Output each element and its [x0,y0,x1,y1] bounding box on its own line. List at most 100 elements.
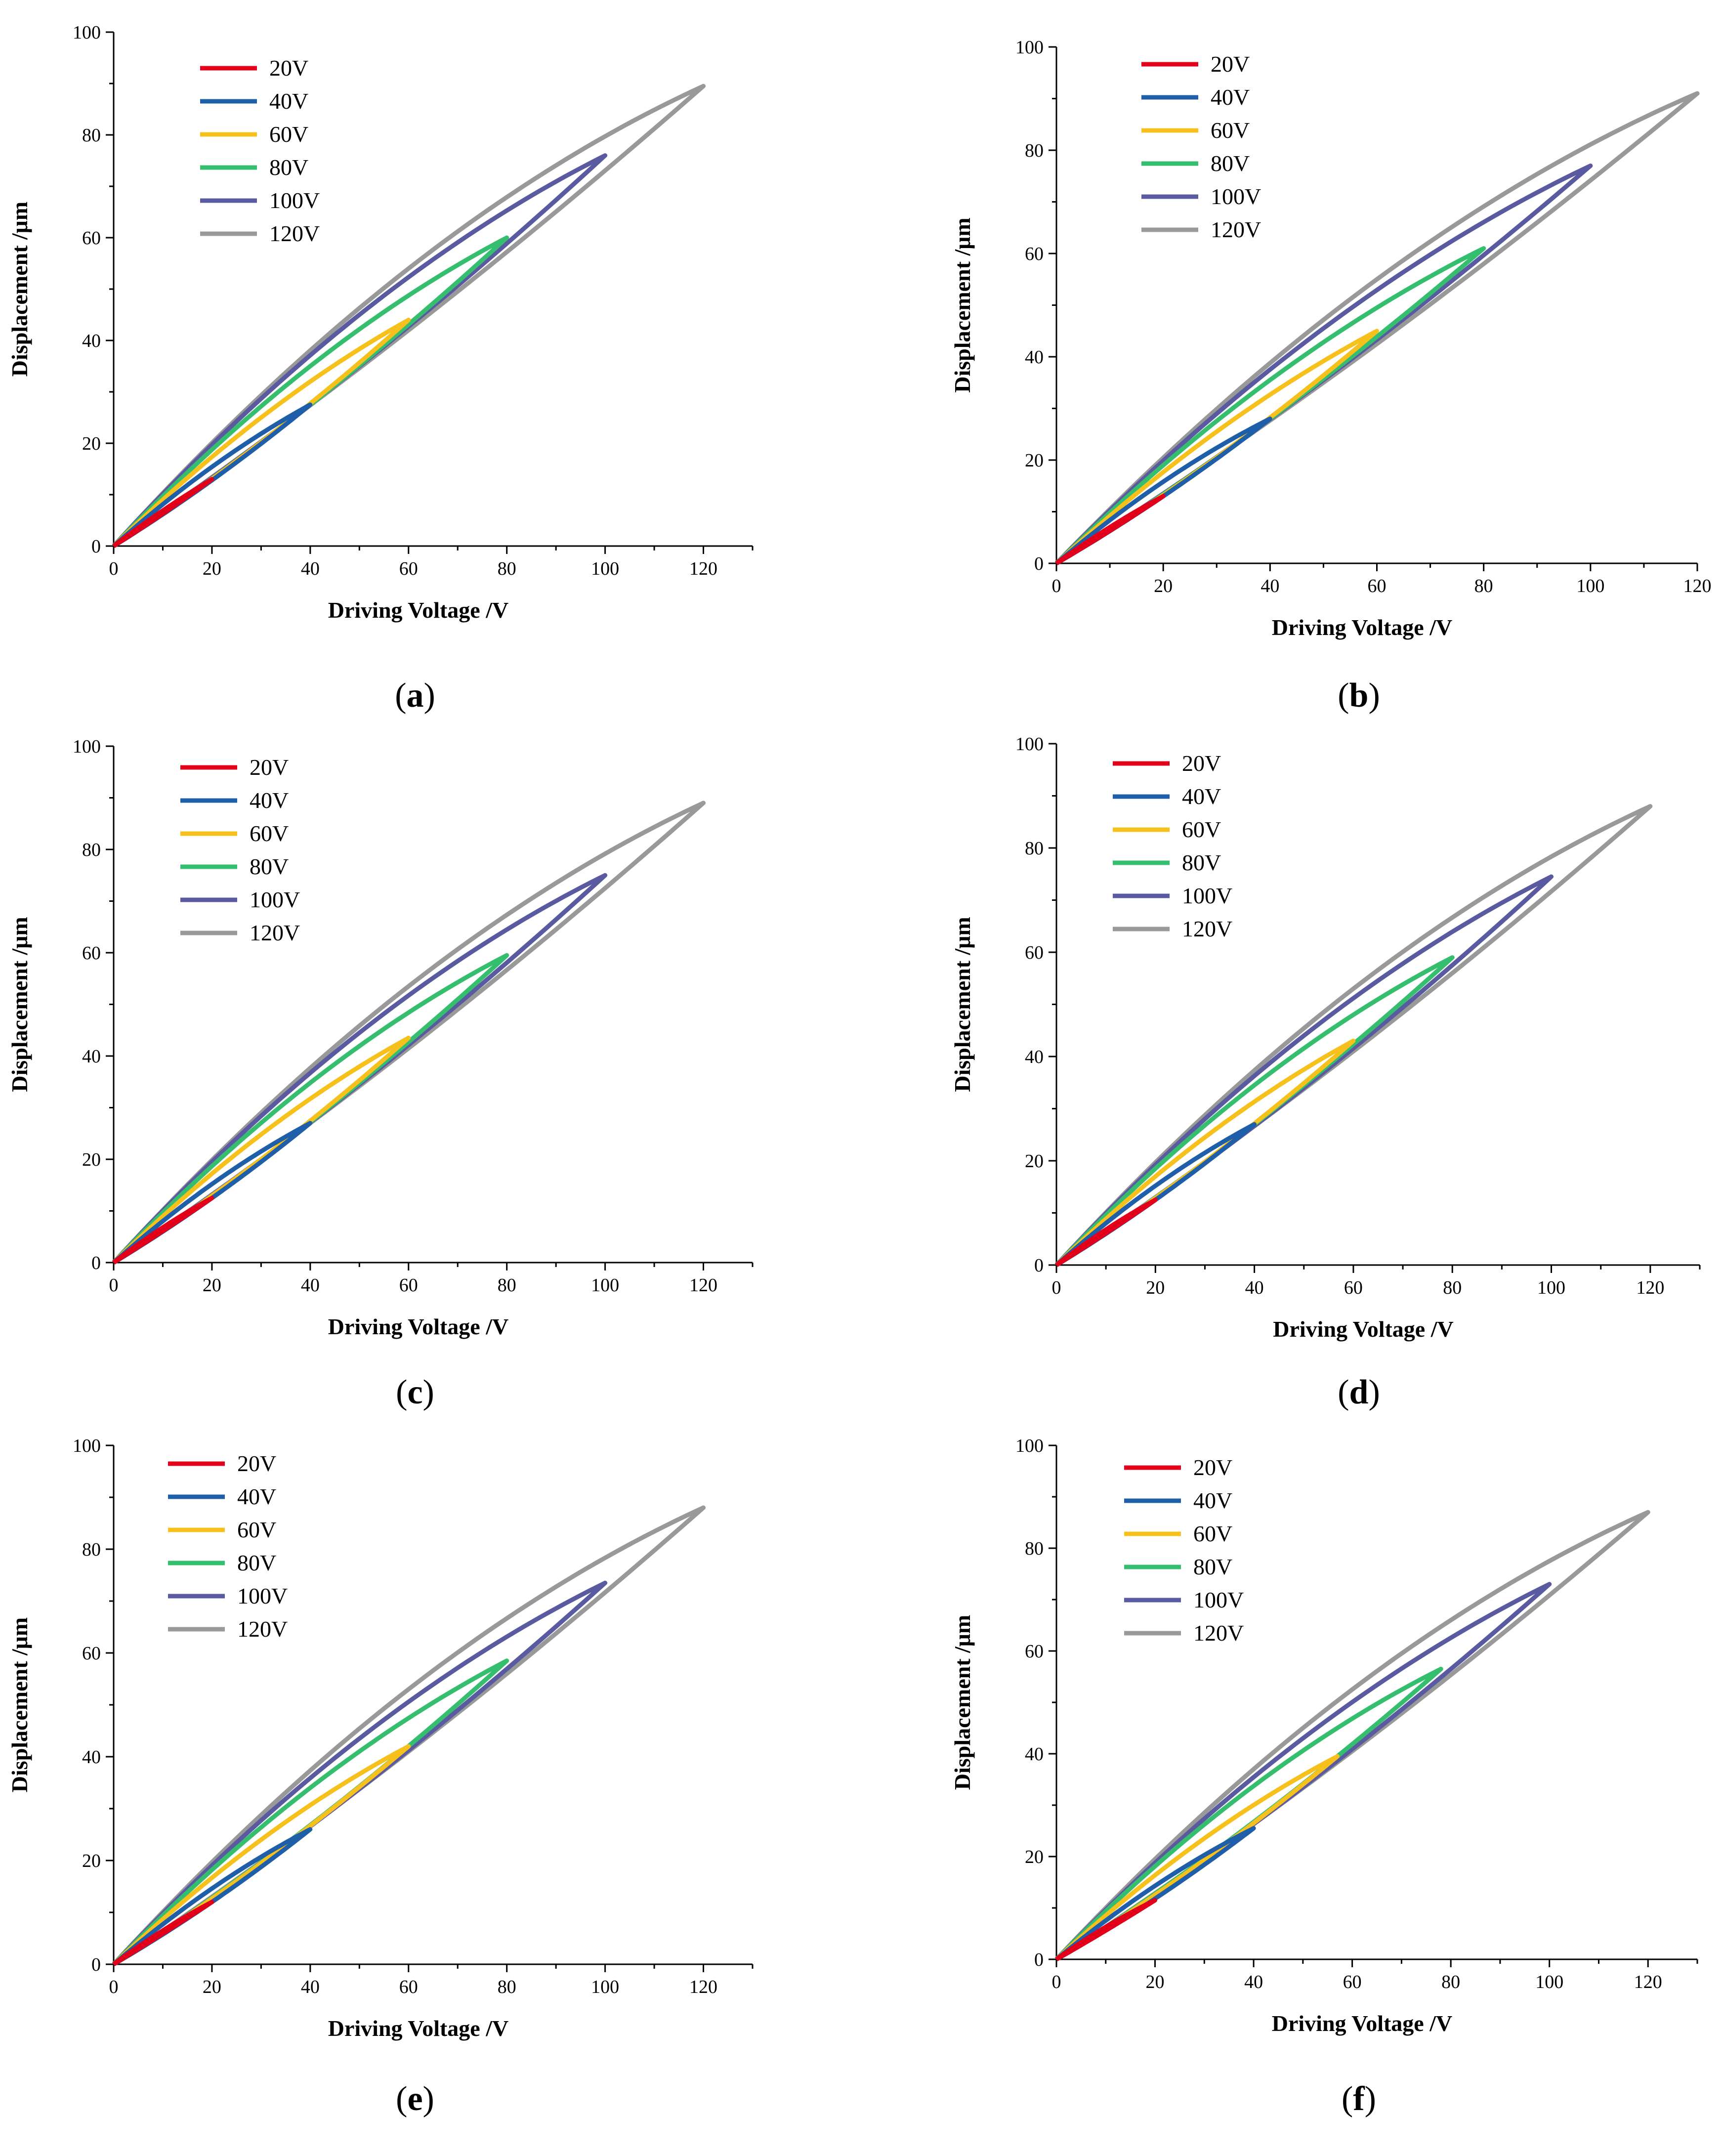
legend-label: 100V [1182,883,1232,908]
x-tick-label: 120 [1634,1972,1662,1992]
y-tick-label: 20 [1025,1151,1044,1172]
chart-panel-4: 0 20 40 60 80 100 120 0 20 40 60 80 100 Driving Volta… [950,734,1701,1411]
legend-label: 120V [269,221,320,246]
legend-label: 80V [1182,850,1221,875]
series-line-20V [112,477,214,548]
y-tick-label: 80 [82,1539,101,1560]
y-tick-label: 0 [91,536,101,557]
x-tick-label: 100 [1535,1972,1563,1992]
legend-label: 120V [1211,217,1261,242]
x-tick-label: 80 [498,1977,516,1997]
y-tick-label: 100 [1015,734,1044,755]
x-tick-label: 100 [1537,1277,1565,1298]
y-tick-label: 0 [1034,1255,1044,1276]
legend-label: 120V [250,920,300,945]
x-tick-label: 0 [1052,576,1061,596]
series-line-20V [1055,1197,1158,1267]
x-axis-title: Driving Voltage /V [1273,1316,1453,1342]
y-tick-label: 40 [82,331,101,351]
y-tick-label: 40 [1025,1744,1044,1765]
y-tick-label: 40 [82,1747,101,1768]
legend-label: 60V [250,821,289,846]
y-tick-label: 60 [1025,942,1044,963]
legend-label: 60V [269,122,308,147]
x-tick-label: 20 [1154,576,1173,596]
legend-label: 120V [1193,1620,1244,1646]
y-axis-title: Displacement /μm [7,917,32,1092]
x-axis-title: Driving Voltage /V [328,597,508,623]
x-tick-label: 100 [591,1977,619,1997]
x-tick-label: 0 [1052,1972,1061,1992]
series-line-120V [112,84,706,548]
legend-label: 80V [269,155,308,180]
y-axis-title: Displacement /μm [7,1617,32,1792]
x-tick-label: 120 [1683,576,1712,596]
y-tick-label: 0 [91,1253,101,1273]
legend-label: 20V [1211,51,1250,77]
y-tick-label: 0 [1034,553,1044,574]
x-tick-label: 40 [301,558,320,579]
panel-label: (d) [1338,1373,1380,1411]
series-line-60V [1054,1754,1340,1961]
y-axis-title: Displacement /μm [950,1615,975,1790]
series-line-20V [1055,1898,1157,1961]
y-tick-label: 60 [82,1643,101,1664]
x-axis-title: Driving Voltage /V [1272,2011,1452,2036]
y-tick-label: 100 [1015,1436,1044,1456]
panel-label: (f) [1342,2080,1376,2118]
x-tick-label: 0 [109,1977,119,1997]
legend-label: 80V [1193,1554,1232,1579]
x-tick-label: 60 [1343,1972,1362,1992]
legend-label: 40V [1182,784,1221,809]
y-tick-label: 100 [73,1436,101,1456]
legend-label: 40V [250,788,289,813]
legend-label: 100V [250,887,300,912]
y-tick-label: 80 [82,840,101,860]
legend-label: 20V [1193,1455,1232,1480]
x-tick-label: 0 [1052,1277,1061,1298]
x-tick-label: 40 [1261,576,1279,596]
y-tick-label: 0 [1034,1949,1044,1970]
y-tick-label: 20 [82,433,101,454]
legend-label: 20V [1182,751,1221,776]
x-tick-label: 80 [1443,1277,1462,1298]
x-tick-label: 20 [203,1977,221,1997]
x-tick-label: 60 [1344,1277,1363,1298]
x-tick-label: 0 [109,1275,119,1296]
y-tick-label: 100 [1015,37,1044,58]
x-tick-label: 40 [301,1977,320,1997]
chart-panel-3: 0 20 40 60 80 100 120 0 20 40 60 80 100 Driving Volta… [7,736,754,1411]
x-tick-label: 60 [399,1977,418,1997]
y-tick-label: 80 [1025,140,1044,161]
x-tick-label: 120 [689,1275,717,1296]
legend-label: 60V [1211,118,1250,143]
legend-label: 60V [1193,1521,1232,1546]
series-line-20V [1055,494,1166,565]
x-tick-label: 40 [1245,1277,1264,1298]
x-tick-label: 20 [203,558,221,579]
legend-label: 40V [1193,1488,1232,1513]
legend-label: 100V [269,188,320,213]
series-line-80V [1054,246,1486,565]
legend-label: 120V [237,1616,288,1642]
x-tick-label: 40 [301,1275,320,1296]
x-tick-label: 120 [689,1977,717,1997]
legend-label: 100V [1211,184,1261,209]
series-line-80V [1054,955,1455,1267]
y-axis-title: Displacement /μm [7,202,32,377]
y-axis-title: Displacement /μm [950,917,975,1092]
legend-label: 40V [1211,85,1250,110]
legend-label: 60V [237,1517,276,1542]
x-tick-label: 0 [109,558,119,579]
legend-label: 120V [1182,916,1232,941]
chart-panel-5: 0 20 40 60 80 100 120 0 20 40 60 80 100 Driving Volta… [7,1436,754,2118]
y-tick-label: 0 [91,1954,101,1975]
x-axis-title: Driving Voltage /V [1272,615,1452,640]
x-tick-label: 100 [1576,576,1604,596]
series-line-80V [112,235,509,548]
y-tick-label: 60 [1025,1641,1044,1662]
y-tick-label: 80 [1025,838,1044,859]
x-axis-title: Driving Voltage /V [328,1314,508,1339]
